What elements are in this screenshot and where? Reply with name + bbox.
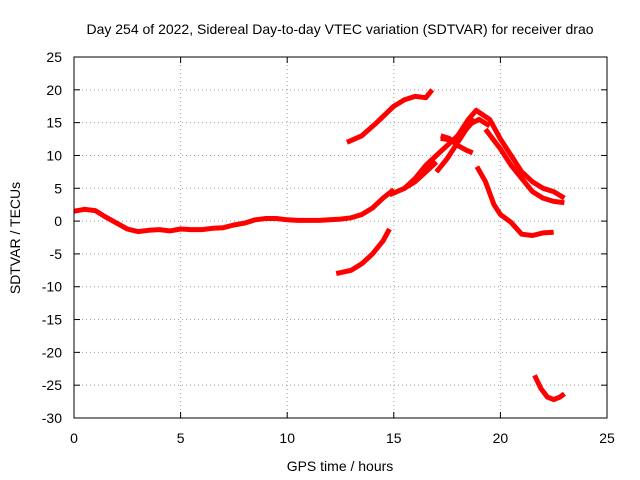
axis-ticks: 0 5 10 15 20 25 -30 -25 -20 -15 -10 -5 0 5 10 15 20 25 <box>42 49 615 446</box>
y-tick-label: -20 <box>42 344 62 360</box>
x-tick-label: 20 <box>493 430 509 446</box>
y-tick-label: -30 <box>42 410 62 426</box>
series-main-trace <box>73 187 396 235</box>
y-tick-label: -25 <box>42 377 62 393</box>
data-series <box>73 88 566 403</box>
y-tick-label: 15 <box>46 115 62 131</box>
series-descent-b <box>483 127 565 206</box>
x-tick-label: 5 <box>177 430 185 446</box>
series-mid-rise-b <box>403 160 439 191</box>
chart-title: Day 254 of 2022, Sidereal Day-to-day VTE… <box>86 21 593 37</box>
x-tick-label: 15 <box>386 430 402 446</box>
series-bottom-trace <box>532 374 566 403</box>
y-tick-label: 0 <box>54 213 62 229</box>
gridlines <box>74 57 607 418</box>
y-tick-label: -10 <box>42 279 62 295</box>
x-tick-label: 0 <box>70 430 78 446</box>
y-tick-label: 5 <box>54 180 62 196</box>
x-axis-label: GPS time / hours <box>287 458 394 474</box>
series-descent-a <box>473 107 566 201</box>
y-axis-label: SDTVAR / TECUs <box>7 182 23 294</box>
y-tick-label: -5 <box>50 246 63 262</box>
plot-frame <box>73 56 608 419</box>
y-tick-label: 25 <box>46 49 62 65</box>
y-tick-label: 10 <box>46 147 62 163</box>
x-tick-label: 25 <box>599 430 615 446</box>
x-tick-label: 10 <box>279 430 295 446</box>
y-tick-label: -15 <box>42 312 62 328</box>
y-tick-label: 20 <box>46 82 62 98</box>
series-crossing-c <box>440 116 492 143</box>
series-low-rise <box>335 227 392 277</box>
series-upper-arc <box>345 88 435 145</box>
series-dip-trace <box>474 165 554 238</box>
